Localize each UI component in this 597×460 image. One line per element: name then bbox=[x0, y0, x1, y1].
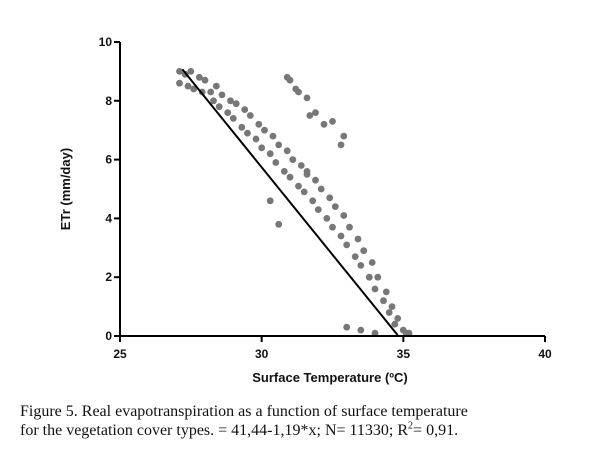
x-axis-ticks: 25 30 35 40 bbox=[113, 336, 552, 361]
data-point bbox=[329, 118, 336, 125]
x-axis-title: Surface Temperature (ºC) bbox=[252, 370, 408, 385]
y-tick-label: 8 bbox=[105, 94, 112, 108]
x-tick-label: 30 bbox=[255, 347, 269, 361]
data-point bbox=[210, 97, 217, 105]
y-tick-label: 0 bbox=[105, 329, 112, 343]
data-point bbox=[176, 79, 183, 87]
data-point bbox=[187, 68, 195, 75]
data-point bbox=[340, 132, 348, 140]
data-point bbox=[340, 212, 348, 219]
data-point bbox=[371, 329, 379, 337]
data-point bbox=[337, 232, 345, 240]
y-axis-title: ETr (mm/day) bbox=[58, 148, 73, 230]
data-point bbox=[297, 162, 305, 169]
y-tick-label: 4 bbox=[105, 211, 112, 225]
r-squared-superscript: 2 bbox=[408, 420, 414, 432]
data-point bbox=[246, 112, 254, 119]
caption-line-1: Figure 5. Real evapotranspiration as a f… bbox=[20, 403, 468, 420]
scatter-chart: 0 2 4 6 8 10 25 30 35 40 ETr (mm/day) Surface Te… bbox=[58, 35, 552, 385]
data-point bbox=[286, 173, 294, 181]
data-point bbox=[176, 68, 183, 75]
data-point bbox=[382, 288, 390, 296]
data-point bbox=[224, 109, 232, 116]
data-point bbox=[241, 106, 249, 113]
data-point bbox=[184, 82, 192, 90]
data-point bbox=[360, 247, 368, 255]
data-point bbox=[380, 297, 387, 305]
y-tick-label: 2 bbox=[105, 270, 112, 284]
data-point bbox=[331, 203, 339, 211]
data-point bbox=[405, 329, 413, 337]
figure-caption: Figure 5. Real evapotranspiration as a f… bbox=[20, 402, 592, 440]
data-point bbox=[303, 94, 311, 102]
data-point bbox=[227, 97, 234, 105]
data-point bbox=[309, 197, 317, 205]
data-point bbox=[275, 220, 283, 228]
y-tick-label: 6 bbox=[105, 153, 112, 167]
data-point bbox=[272, 159, 280, 166]
data-point bbox=[266, 150, 274, 158]
data-points bbox=[176, 68, 413, 337]
data-point bbox=[326, 194, 334, 202]
data-point bbox=[229, 115, 237, 122]
caption-line-2: for the vegetation cover types. = 41,44-… bbox=[20, 420, 459, 439]
data-point bbox=[388, 303, 396, 310]
data-point bbox=[391, 320, 399, 328]
y-axis-ticks: 0 2 4 6 8 10 bbox=[99, 35, 120, 343]
data-point bbox=[368, 259, 376, 266]
data-point bbox=[317, 185, 325, 193]
data-point bbox=[306, 112, 314, 119]
data-point bbox=[190, 85, 198, 93]
data-point bbox=[218, 91, 226, 99]
x-tick-label: 25 bbox=[113, 347, 127, 361]
data-point bbox=[275, 141, 283, 149]
data-point bbox=[283, 147, 291, 155]
data-point bbox=[300, 188, 308, 196]
data-point bbox=[357, 326, 365, 334]
data-point bbox=[201, 76, 209, 84]
data-point bbox=[215, 103, 223, 111]
data-point bbox=[365, 273, 373, 281]
data-point bbox=[312, 176, 319, 184]
y-tick-label: 10 bbox=[99, 35, 113, 49]
data-point bbox=[320, 120, 328, 128]
x-tick-label: 35 bbox=[397, 347, 411, 361]
data-point bbox=[346, 223, 353, 231]
data-point bbox=[337, 141, 345, 149]
data-point bbox=[394, 315, 402, 322]
data-point bbox=[252, 135, 260, 143]
data-point bbox=[374, 273, 382, 281]
data-point bbox=[329, 223, 336, 231]
data-point bbox=[244, 129, 251, 137]
data-point bbox=[266, 197, 274, 205]
data-point bbox=[354, 235, 362, 243]
data-point bbox=[195, 73, 203, 81]
x-tick-label: 40 bbox=[538, 347, 552, 361]
data-point bbox=[303, 168, 311, 175]
data-point bbox=[269, 132, 277, 140]
data-point bbox=[351, 253, 359, 260]
data-point bbox=[286, 76, 294, 84]
data-point bbox=[343, 323, 351, 331]
data-point bbox=[212, 82, 220, 90]
data-point bbox=[258, 144, 266, 152]
data-point bbox=[232, 100, 240, 108]
data-point bbox=[238, 123, 246, 131]
data-point bbox=[357, 262, 365, 269]
data-point bbox=[323, 215, 331, 222]
data-point bbox=[343, 241, 351, 249]
data-point bbox=[385, 309, 393, 316]
data-point bbox=[371, 285, 379, 293]
data-point bbox=[295, 182, 302, 190]
data-point bbox=[295, 88, 302, 96]
data-point bbox=[255, 120, 263, 128]
data-point bbox=[261, 126, 268, 134]
data-point bbox=[312, 109, 319, 116]
regression-line bbox=[181, 68, 399, 336]
data-point bbox=[207, 88, 215, 96]
data-point bbox=[289, 156, 297, 164]
data-point bbox=[314, 206, 322, 214]
data-point bbox=[280, 168, 288, 175]
